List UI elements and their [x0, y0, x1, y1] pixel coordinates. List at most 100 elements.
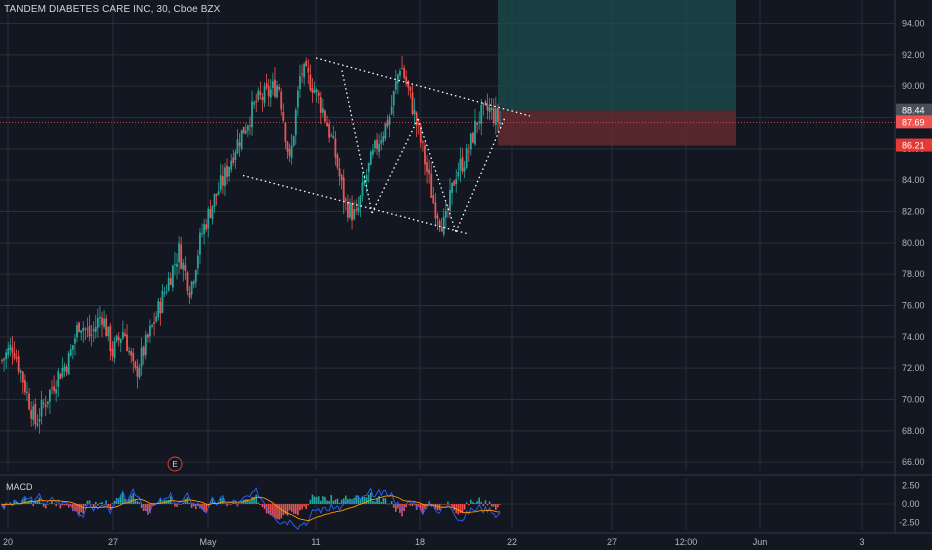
macd-histogram-bar: [305, 504, 308, 510]
macd-histogram-bar: [42, 504, 45, 507]
candle-body: [309, 74, 312, 91]
macd-tick-label: -2.50: [899, 518, 920, 528]
candle-body: [394, 81, 397, 90]
candle-body: [167, 278, 170, 291]
macd-histogram-bar: [407, 504, 410, 505]
candle-body: [190, 281, 193, 295]
macd-histogram-bar: [342, 498, 345, 504]
macd-histogram-bar: [159, 498, 162, 504]
candle-body: [59, 374, 62, 380]
macd-histogram-bar: [94, 501, 97, 504]
candle-body: [307, 67, 310, 73]
candle-body: [146, 334, 149, 338]
price-tag: [896, 115, 932, 129]
macd-histogram-bar: [440, 504, 443, 505]
macd-histogram-bar: [326, 500, 328, 504]
candle-body: [113, 341, 116, 358]
macd-histogram-bar: [49, 503, 51, 504]
candle-body: [196, 255, 199, 269]
chart-grid: [0, 0, 932, 533]
candle-body: [474, 120, 476, 145]
macd-histogram-bar: [126, 503, 128, 504]
macd-histogram-bar: [392, 504, 395, 508]
earnings-marker[interactable]: E: [167, 456, 183, 472]
candle-body: [199, 232, 201, 255]
macd-histogram-bar: [365, 497, 368, 504]
candle-body: [261, 96, 264, 101]
candle-body: [69, 349, 72, 356]
candle-body: [486, 104, 489, 111]
macd-histogram-bar: [109, 504, 112, 510]
candle-body: [461, 157, 464, 172]
macd-histogram-bar: [459, 504, 462, 513]
candle-body: [388, 116, 391, 126]
time-tick-label: 20: [3, 537, 13, 547]
candle-body: [346, 201, 349, 218]
macd-histogram-bar: [111, 503, 114, 504]
macd-histogram-bar: [390, 501, 393, 504]
candle-body: [86, 328, 89, 330]
candle-body: [480, 104, 483, 125]
candle-body: [88, 325, 91, 337]
candle-body: [328, 123, 331, 138]
macd-histogram-bar: [345, 495, 347, 504]
candle-body: [246, 125, 249, 131]
macd-histogram-bar: [276, 504, 278, 520]
candle-body: [426, 162, 428, 172]
macd-histogram-bar: [282, 504, 285, 516]
candle-body: [280, 91, 283, 110]
macd-line: [1, 487, 501, 531]
candle-body: [169, 278, 172, 286]
candle-body: [46, 401, 49, 404]
time-axis[interactable]: 20 27 May 11 18 22 27 12:00 Jun 3: [0, 532, 932, 547]
symbol-title[interactable]: TANDEM DIABETES CARE INC, 30, Cboe BZX: [4, 4, 221, 15]
macd-histogram-bar: [292, 504, 295, 514]
candle-body: [51, 387, 53, 389]
macd-histogram-bar: [230, 504, 233, 505]
macd-histogram-bar: [488, 501, 491, 504]
candle-body: [180, 244, 183, 269]
macd-label[interactable]: MACD: [6, 482, 33, 492]
candle-body: [424, 145, 426, 165]
macd-histogram-bar: [186, 497, 189, 504]
candle-body: [276, 85, 278, 98]
candle-body: [313, 90, 316, 93]
macd-histogram-bar: [274, 504, 276, 518]
candle-body: [40, 400, 43, 417]
price-tick-label: 66.00: [902, 457, 925, 467]
price-axis[interactable]: 94.0092.0090.0088.0086.0084.0082.0080.00…: [896, 19, 932, 528]
candle-body: [430, 173, 433, 198]
macd-histogram-bar: [432, 504, 435, 505]
candle-body: [11, 347, 14, 353]
candle-body: [201, 233, 203, 235]
macd-histogram-bar: [205, 504, 208, 513]
price-tick-label: 92.00: [902, 50, 925, 60]
candle-body: [334, 138, 337, 158]
candle-body: [428, 169, 431, 174]
candle-body: [105, 318, 108, 337]
candle-body: [396, 74, 399, 84]
macd-histogram-bar: [457, 504, 460, 515]
candle-body: [484, 101, 487, 104]
candle-body: [240, 130, 243, 150]
macd-histogram-bar: [361, 496, 364, 504]
candlestick-series: [1, 56, 501, 434]
macd-histogram-bar: [219, 498, 222, 504]
macd-histogram-bar: [242, 499, 245, 504]
candle-body: [57, 371, 60, 387]
macd-histogram-bar: [294, 504, 297, 515]
candle-body: [499, 122, 501, 125]
candle-body: [178, 243, 181, 263]
macd-histogram-bar: [359, 499, 362, 504]
macd-histogram-bar: [244, 499, 247, 504]
candle-body: [65, 366, 68, 373]
candle-body: [305, 60, 308, 67]
price-tag: [896, 138, 932, 152]
candle-body: [153, 322, 156, 325]
macd-histogram-bar: [13, 499, 16, 504]
macd-histogram-bar: [467, 504, 470, 506]
candle-body: [463, 167, 466, 172]
candle-body: [253, 102, 256, 105]
macd-histogram-bar: [307, 504, 310, 506]
